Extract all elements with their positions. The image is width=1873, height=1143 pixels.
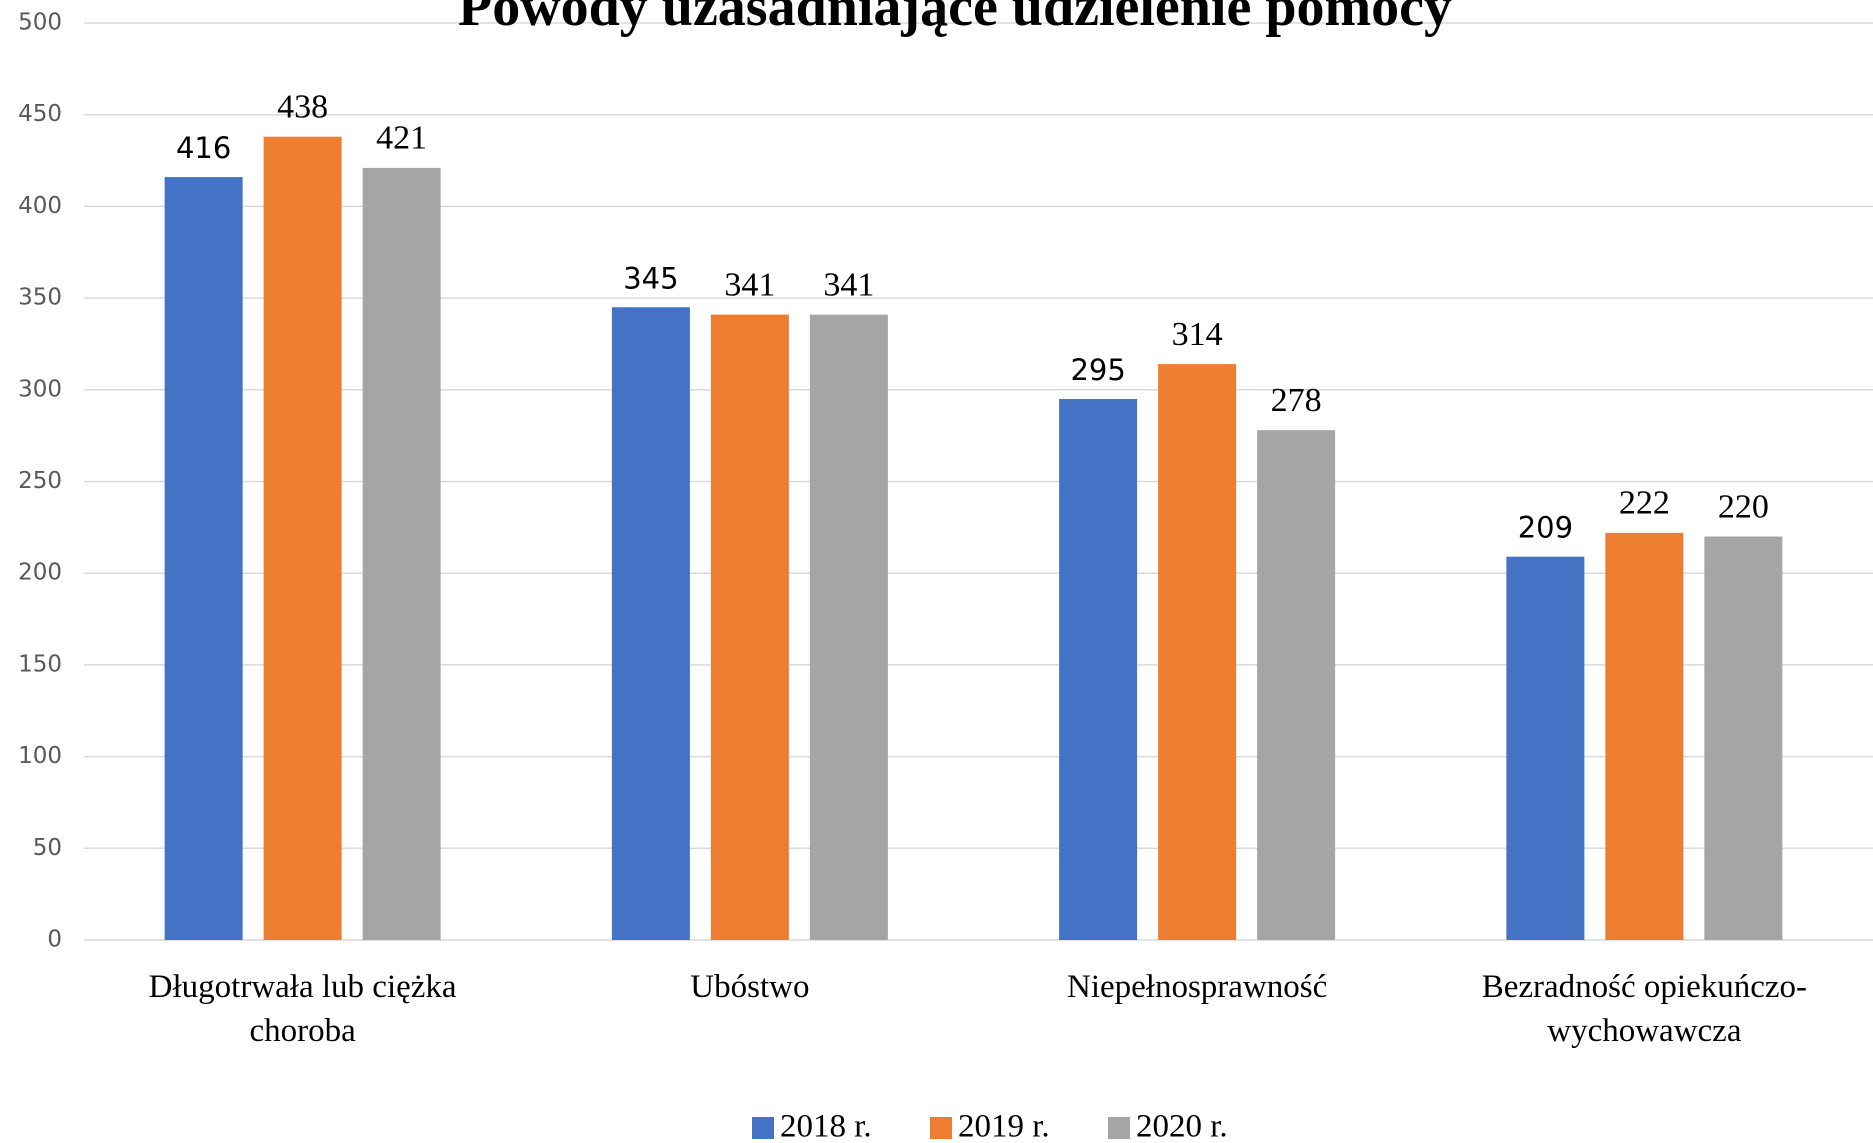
legend-item: 2020 r. [1108, 1109, 1228, 1143]
value-label: 438 [277, 89, 328, 126]
y-tick-label: 50 [33, 835, 62, 861]
value-label: 314 [1172, 316, 1223, 353]
y-tick-label: 200 [18, 560, 62, 586]
y-tick-label: 350 [18, 285, 62, 311]
bar [1257, 430, 1336, 940]
y-tick-label: 100 [18, 743, 62, 769]
y-tick-label: 300 [18, 376, 62, 402]
legend-label: 2018 r. [780, 1109, 872, 1143]
bar [809, 314, 888, 941]
bar [362, 167, 441, 941]
y-tick-label: 250 [18, 468, 62, 494]
value-label: 421 [376, 120, 427, 157]
legend-item: 2018 r. [752, 1109, 872, 1143]
y-tick-label: 150 [18, 651, 62, 677]
value-label: 222 [1619, 485, 1670, 522]
bar [611, 307, 690, 940]
value-label: 341 [823, 266, 874, 303]
value-label: 278 [1271, 382, 1322, 419]
x-tick-label: Bezradność opiekuńczo-wychowawcza [1481, 969, 1808, 1049]
legend-swatch [752, 1117, 774, 1139]
legend-swatch [1108, 1117, 1130, 1139]
value-label: 209 [1518, 511, 1573, 545]
legend-label: 2020 r. [1136, 1109, 1228, 1143]
legend-label: 2019 r. [958, 1109, 1050, 1143]
y-tick-label: 0 [47, 927, 62, 953]
bar [1158, 364, 1237, 940]
y-tick-label: 450 [18, 101, 62, 127]
y-tick-label: 500 [18, 10, 62, 36]
value-label: 341 [724, 266, 775, 303]
y-tick-label: 400 [18, 193, 62, 219]
value-label: 295 [1070, 353, 1125, 387]
bar [1059, 398, 1138, 941]
bar [1506, 556, 1585, 940]
value-label: 345 [623, 261, 678, 295]
x-tick-label: Ubóstwo [690, 969, 810, 1005]
legend-item: 2019 r. [930, 1109, 1050, 1143]
bar [1605, 532, 1684, 940]
bar [263, 136, 342, 940]
legend-swatch [930, 1117, 952, 1139]
x-tick-label: Niepełnosprawność [1066, 969, 1328, 1005]
bar [710, 314, 789, 941]
x-tick-label: Długotrwała lub ciężka choroba [148, 969, 457, 1049]
bar [1704, 536, 1783, 940]
bar [164, 177, 243, 940]
value-label: 220 [1718, 488, 1769, 525]
chart-title: Powody uzasadniające udzielenie pomocy [458, 0, 1452, 38]
value-label: 416 [176, 131, 231, 165]
plot: 0 50 100 150 200 250 300 350 400 450 500 416 438 421 3… [18, 10, 1873, 1143]
